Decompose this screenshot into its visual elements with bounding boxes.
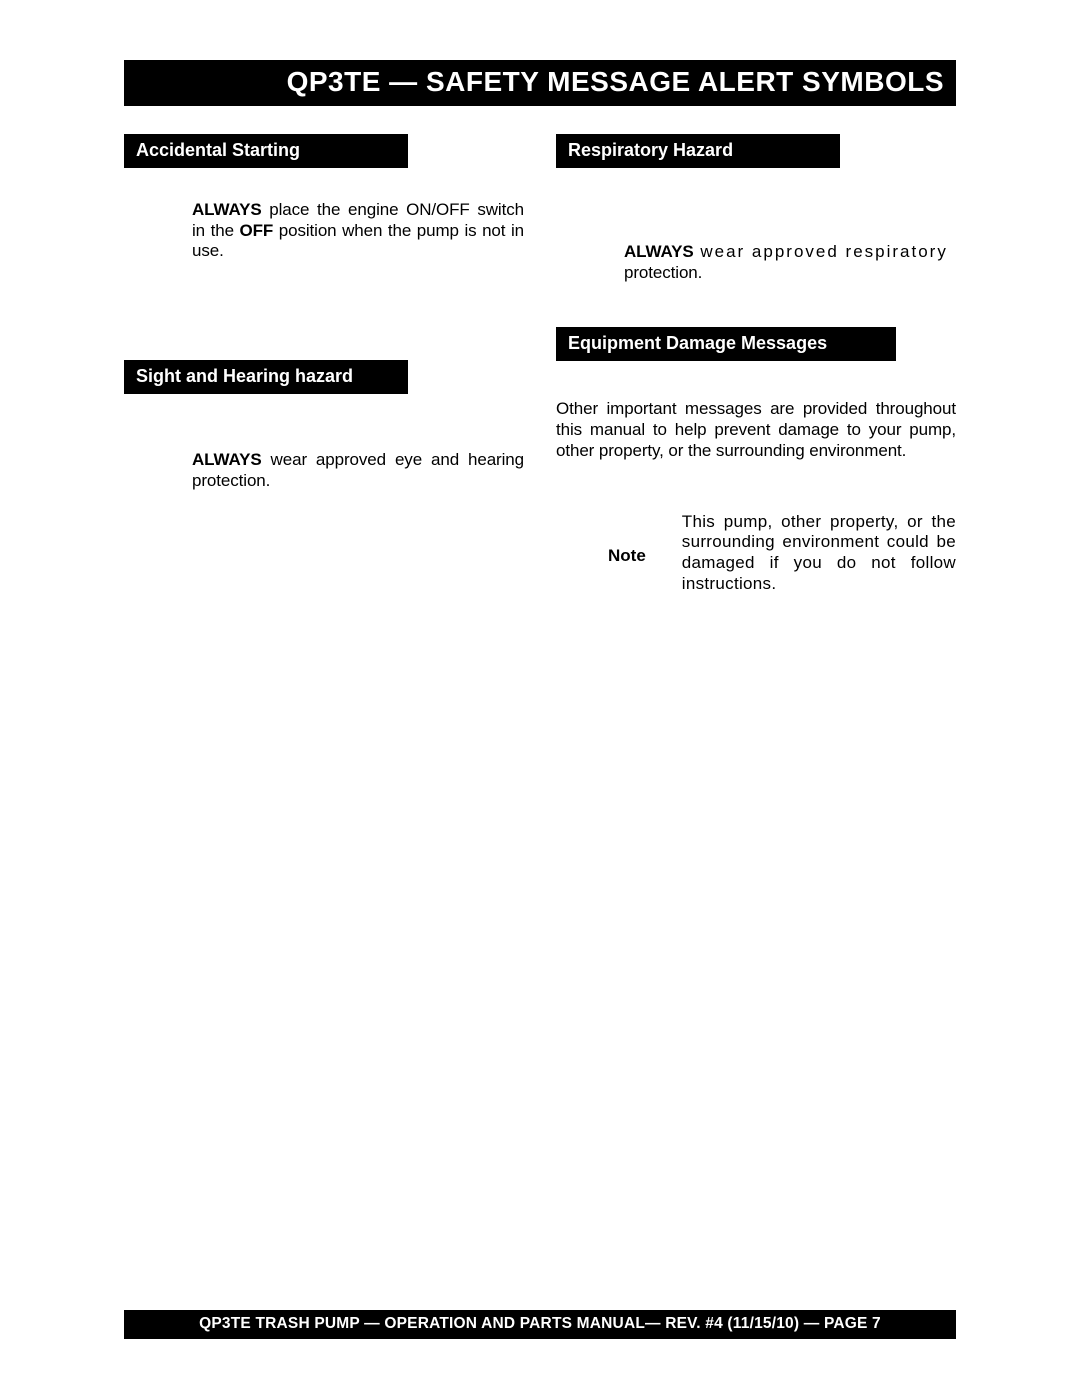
section-header-respiratory: Respiratory Hazard [556, 134, 840, 168]
section-header-sight-hearing: Sight and Hearing hazard [124, 360, 408, 394]
page: QP3TE — SAFETY MESSAGE ALERT SYMBOLS Acc… [0, 0, 1080, 595]
accidental-starting-body: ALWAYS place the engine ON/OFF switch in… [124, 200, 524, 262]
section-header-equipment-damage: Equipment Damage Messages [556, 327, 896, 361]
sight-hearing-body: ALWAYS wear approved eye and hearing pro… [124, 450, 524, 491]
spacer [124, 262, 524, 360]
off-bold: OFF [239, 221, 273, 240]
always-bold-1: ALWAYS [192, 200, 262, 219]
note-row: Note This pump, other property, or the s… [556, 512, 956, 595]
body-text-span: wear approved respiratory [694, 242, 948, 261]
left-column: Accidental Starting ALWAYS place the eng… [124, 134, 524, 595]
note-text: This pump, other property, or the surrou… [682, 512, 956, 595]
section-header-accidental-starting: Accidental Starting [124, 134, 408, 168]
always-bold-2: ALWAYS [192, 450, 262, 469]
always-bold-3: ALWAYS [624, 242, 694, 261]
equipment-damage-body: Other important messages are provided th… [556, 399, 956, 461]
page-title-bar: QP3TE — SAFETY MESSAGE ALERT SYMBOLS [124, 60, 956, 106]
note-label: Note [608, 512, 646, 566]
spacer [556, 283, 956, 327]
body-text-span: protection. [624, 263, 702, 282]
page-footer: QP3TE TRASH PUMP — OPERATION AND PARTS M… [124, 1310, 956, 1339]
content-columns: Accidental Starting ALWAYS place the eng… [124, 134, 956, 595]
respiratory-body: ALWAYS wear approved respiratory protecti… [556, 242, 956, 283]
right-column: Respiratory Hazard ALWAYS wear approved … [556, 134, 956, 595]
